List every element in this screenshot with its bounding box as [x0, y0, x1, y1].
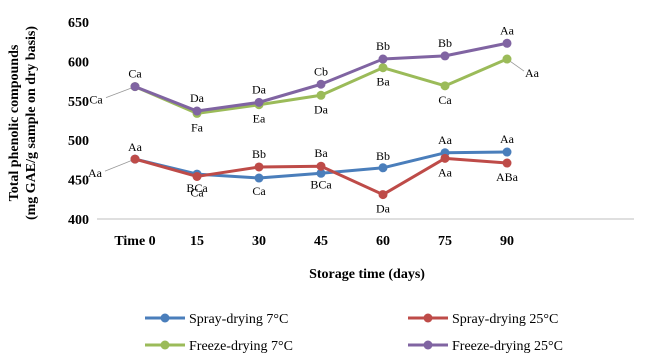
data-label: Ca: [438, 93, 452, 107]
data-point: [316, 161, 326, 171]
data-label: Ca: [190, 185, 204, 199]
label-leader-line: [105, 86, 136, 98]
y-axis-title-line2: (mg GAE/g sample on dry basis): [24, 26, 39, 220]
y-tick-label: 600: [68, 55, 89, 70]
legend-label: Freeze-drying 7°C: [189, 339, 293, 354]
data-label: Aa: [128, 140, 143, 154]
data-point: [440, 51, 450, 61]
x-tick-label: 15: [190, 234, 204, 249]
data-label: ABa: [496, 170, 519, 184]
y-axis-title: Total phenolic compounds (mg GAE/g sampl…: [7, 26, 39, 220]
data-label: Aa: [88, 166, 103, 180]
data-point: [440, 153, 450, 163]
legend-marker: [160, 313, 170, 323]
data-point: [130, 82, 140, 92]
data-point: [502, 38, 512, 48]
legend-label: Freeze-drying 25°C: [452, 339, 563, 354]
data-point: [378, 63, 388, 73]
x-tick-label: 90: [500, 234, 514, 249]
data-point: [502, 54, 512, 64]
data-point: [440, 81, 450, 91]
data-label: Aa: [500, 132, 515, 146]
x-tick-label: 60: [376, 234, 390, 249]
data-point: [316, 168, 326, 178]
data-label: Aa: [500, 23, 515, 37]
data-point: [254, 162, 264, 172]
data-label: Da: [376, 202, 391, 216]
data-label: Da: [314, 102, 329, 116]
data-point: [316, 90, 326, 100]
data-label: Ca: [128, 67, 142, 81]
legend: Spray-drying 7°C Spray-drying 25°C Freeze-…: [145, 312, 563, 354]
data-point: [502, 158, 512, 168]
data-point: [502, 147, 512, 157]
data-label: Bb: [252, 147, 266, 161]
label-leader-line: [104, 158, 136, 172]
x-tick-label: 75: [438, 234, 452, 249]
data-label: Ba: [314, 146, 328, 160]
x-axis-title: Storage time (days): [309, 267, 425, 282]
data-label: Bb: [438, 36, 452, 50]
y-tick-label: 550: [68, 95, 89, 110]
legend-marker: [423, 313, 433, 323]
data-point: [192, 171, 202, 181]
data-point: [254, 173, 264, 183]
y-tick-labels: 400 450 500 550 600 650: [68, 16, 89, 228]
data-label: Aa: [438, 133, 453, 147]
data-label: BCa: [310, 177, 332, 191]
data-point: [378, 190, 388, 200]
data-label: Ba: [376, 75, 390, 89]
legend-marker: [160, 340, 170, 350]
data-point: [378, 54, 388, 64]
data-point: [316, 79, 326, 89]
data-point: [378, 163, 388, 173]
data-label: Da: [190, 91, 205, 105]
data-label: Ca: [252, 184, 266, 198]
x-tick-label: Time 0: [114, 234, 155, 249]
legend-label: Spray-drying 25°C: [452, 312, 558, 327]
data-label: Bb: [376, 149, 390, 163]
legend-label: Spray-drying 7°C: [189, 312, 288, 327]
data-point: [192, 106, 202, 116]
y-tick-label: 400: [68, 213, 89, 228]
x-tick-label: 30: [252, 234, 266, 249]
y-axis-title-line1: Total phenolic compounds: [7, 44, 22, 201]
x-tick-label: 45: [314, 234, 328, 249]
data-label: Ca: [89, 93, 103, 107]
data-label: Ea: [253, 112, 266, 126]
data-point: [254, 97, 264, 107]
legend-marker: [423, 340, 433, 350]
y-tick-label: 500: [68, 134, 89, 149]
data-label: Da: [252, 82, 267, 96]
y-tick-label: 650: [68, 16, 89, 31]
data-label: Cb: [314, 64, 328, 78]
data-label: Bb: [376, 39, 390, 53]
data-point: [130, 154, 140, 164]
data-label: BCa: [186, 181, 208, 195]
y-tick-label: 450: [68, 174, 89, 189]
x-tick-labels: Time 0 15 30 45 60 75 90: [114, 234, 514, 249]
data-label: Aa: [525, 66, 540, 80]
data-label: Fa: [191, 120, 204, 134]
series-group: [130, 38, 512, 200]
data-label: Aa: [438, 165, 453, 179]
